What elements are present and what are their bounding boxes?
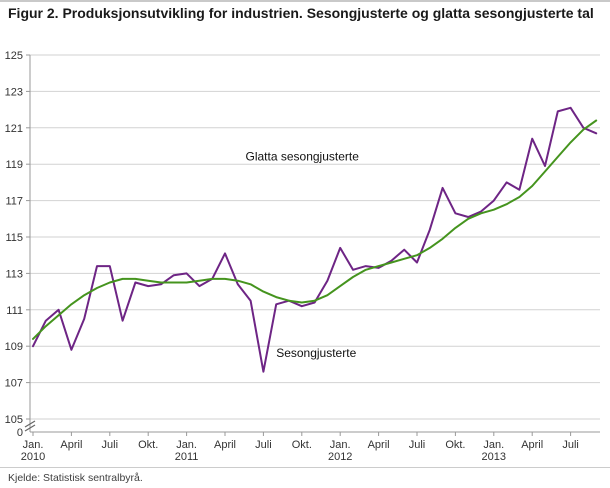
- x-tick-label: Jan.: [330, 439, 351, 451]
- x-tick-label: Jan.: [176, 439, 197, 451]
- x-tick-year-label: 2011: [175, 451, 199, 463]
- x-tick-label: Jan.: [483, 439, 504, 451]
- series-label-glatta-sesongjusterte: Glatta sesongjusterte: [246, 150, 360, 164]
- y-tick-label: 117: [5, 196, 23, 208]
- x-tick-label: April: [60, 439, 82, 451]
- y-tick-label: 123: [5, 86, 23, 98]
- y-tick-label: 105: [5, 414, 23, 426]
- series-label-sesongjusterte: Sesongjusterte: [276, 346, 356, 360]
- y-tick-label: 115: [5, 232, 23, 244]
- x-tick-label: Juli: [409, 439, 426, 451]
- figure-title: Figur 2. Produksjonsutvikling for indust…: [8, 5, 594, 21]
- top-divider: [0, 0, 610, 2]
- x-tick-label: April: [368, 439, 390, 451]
- y-tick-label: 121: [5, 123, 23, 135]
- x-tick-year-label: 2010: [21, 451, 45, 463]
- y-tick-label: 113: [5, 268, 23, 280]
- axis-break-icon: [24, 424, 36, 432]
- y-tick-label: 107: [5, 378, 23, 390]
- glatta-sesongjusterte-line: [32, 119, 598, 340]
- source-note: Kjelde: Statistisk sentralbyrå.: [8, 472, 143, 484]
- y-tick-label: 109: [5, 341, 23, 353]
- axis-break-icon: [24, 420, 36, 428]
- sesongjusterte-line: [32, 106, 598, 373]
- y-tick-label: 125: [5, 50, 23, 62]
- source-divider: [0, 467, 610, 468]
- x-tick-label: April: [521, 439, 543, 451]
- x-tick-year-label: 2013: [482, 451, 506, 463]
- y-tick-label: 111: [6, 305, 23, 317]
- x-tick-label: Okt.: [292, 439, 312, 451]
- x-tick-label: Jan.: [23, 439, 44, 451]
- x-tick-label: Juli: [255, 439, 272, 451]
- x-tick-label: Juli: [102, 439, 119, 451]
- y-zero-label: 0: [17, 427, 23, 439]
- y-tick-label: 119: [5, 159, 23, 171]
- x-tick-year-label: 2012: [328, 451, 352, 463]
- x-tick-label: Juli: [562, 439, 579, 451]
- x-tick-label: Okt.: [138, 439, 158, 451]
- x-tick-label: April: [214, 439, 236, 451]
- x-tick-label: Okt.: [445, 439, 465, 451]
